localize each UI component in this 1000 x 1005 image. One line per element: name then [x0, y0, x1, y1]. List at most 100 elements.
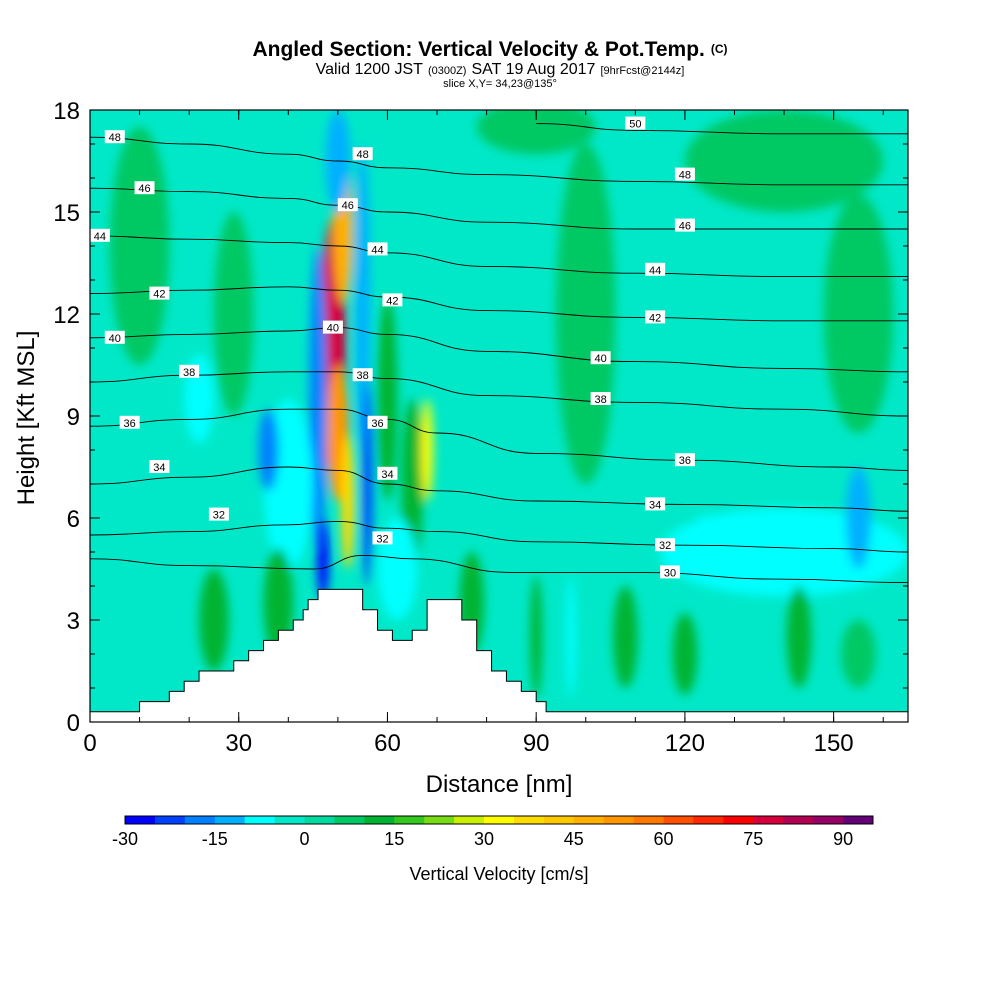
isentrope-36 — [90, 408, 908, 471]
colorbar-swatch — [154, 816, 186, 824]
contour-label-box — [149, 286, 170, 300]
contour-label: 44 — [367, 242, 388, 256]
contour-label-box — [104, 330, 125, 344]
colorbar-swatch — [304, 816, 335, 824]
velocity-cell — [846, 467, 871, 569]
isentrope-46 — [90, 187, 908, 230]
contour-label: 32 — [655, 538, 676, 552]
colorbar-swatch — [394, 816, 425, 824]
contour-label: 38 — [590, 392, 611, 406]
contour-label: 50 — [625, 116, 646, 131]
velocity-cell — [258, 409, 279, 491]
contour-label: 30 — [660, 565, 681, 579]
contour-label: 36 — [674, 453, 695, 467]
contour-label-box — [367, 242, 388, 256]
x-tick-label: 150 — [814, 730, 854, 757]
x-axis: 0 30 60 90 120 150 — [83, 110, 884, 757]
velocity-cell — [377, 297, 398, 501]
contour-label-text: 32 — [213, 510, 225, 522]
velocity-cell — [823, 195, 894, 433]
velocity-cell — [689, 514, 730, 556]
contour-label-box — [352, 368, 373, 382]
contour-label-box — [367, 415, 388, 429]
contour-label: 40 — [590, 351, 611, 365]
colorbar-swatch — [244, 816, 275, 824]
y-axis-label: Height [Kft MSL] — [13, 331, 40, 506]
contour-label-text: 32 — [659, 540, 671, 552]
contour-label-text: 44 — [94, 231, 106, 243]
velocity-cell — [213, 212, 254, 416]
contour-label-text: 46 — [679, 221, 691, 233]
velocity-cell — [565, 575, 576, 699]
contour-label-box — [645, 262, 666, 276]
contour-label: 42 — [645, 310, 666, 324]
x-tick-label: 30 — [225, 730, 252, 757]
chart-title: Angled Section: Vertical Velocity & Pot.… — [252, 38, 727, 61]
colorbar-swatch — [364, 816, 395, 824]
x-tick-label: 120 — [665, 730, 705, 757]
velocity-cell — [109, 127, 170, 365]
contour-labels: 48 46 44 42 40 38 36 34 32 48 46 44 40 42 38 36 34 32 50 48… — [90, 116, 695, 579]
velocity-cell — [309, 246, 327, 552]
y-tick-label: 6 — [67, 506, 80, 533]
velocity-cell — [199, 569, 229, 671]
velocity-cell — [613, 586, 638, 688]
contour-label-box — [337, 198, 358, 212]
isentrope-44 — [90, 235, 908, 278]
x-tick-label: 90 — [523, 730, 550, 757]
isentrope-32 — [90, 520, 908, 553]
contour-label: 40 — [322, 320, 343, 335]
colorbar: -30 -15 0 15 30 45 60 75 90 — [112, 815, 874, 849]
contour-label-box — [660, 565, 681, 579]
y-tick-label: 3 — [67, 608, 80, 635]
isentrope-50 — [536, 123, 908, 135]
contour-label-text: 38 — [357, 370, 369, 382]
contour-label: 36 — [367, 415, 388, 430]
colorbar-swatch — [813, 816, 844, 824]
contour-label-text: 48 — [679, 170, 691, 182]
isentrope-38 — [90, 371, 908, 417]
contour-label: 46 — [134, 181, 155, 195]
colorbar-swatch — [633, 816, 664, 824]
terrain-profile — [90, 588, 908, 722]
contour-label-text: 34 — [153, 462, 165, 474]
contour-label: 34 — [645, 497, 666, 511]
isentrope-40 — [90, 327, 908, 373]
velocity-cell — [530, 575, 543, 699]
contour-label-text: 34 — [649, 499, 661, 511]
colorbar-swatch — [184, 816, 216, 824]
contour-label-text: 34 — [381, 469, 393, 481]
contour-label: 48 — [104, 130, 125, 144]
contour-label-box — [377, 466, 398, 480]
contour-label-box — [149, 460, 170, 473]
velocity-cell — [476, 110, 596, 155]
contour-label: 36 — [119, 415, 140, 430]
y-tick-label: 9 — [67, 404, 80, 431]
contour-label: 40 — [104, 330, 125, 345]
colorbar-tick-label: 75 — [743, 829, 763, 849]
contour-label-text: 50 — [629, 119, 641, 131]
contour-label-text: 32 — [376, 533, 388, 545]
chart-slice-info: slice X,Y= 34,23@135° — [443, 78, 557, 90]
contour-label-box — [590, 392, 611, 405]
contour-label-text: 36 — [371, 418, 383, 430]
contour-label-text: 46 — [138, 183, 150, 195]
contour-label-box — [119, 415, 140, 429]
contour-label-text: 38 — [183, 367, 195, 379]
contour-label: 34 — [149, 460, 170, 474]
y-tick-label: 18 — [53, 98, 80, 125]
contour-label-text: 42 — [153, 289, 165, 301]
colorbar-swatch — [603, 816, 634, 824]
contour-label-box — [208, 507, 229, 521]
contour-label: 48 — [352, 147, 373, 161]
x-tick-label: 0 — [83, 730, 96, 757]
contour-label: 38 — [179, 364, 200, 379]
colorbar-swatch — [693, 816, 724, 824]
velocity-cell — [340, 433, 355, 569]
colorbar-swatch — [783, 816, 814, 824]
y-tick-label: 12 — [53, 302, 80, 329]
contour-label-box — [90, 228, 110, 242]
contour-label: 38 — [352, 368, 373, 382]
colorbar-tick-label: 45 — [564, 829, 584, 849]
